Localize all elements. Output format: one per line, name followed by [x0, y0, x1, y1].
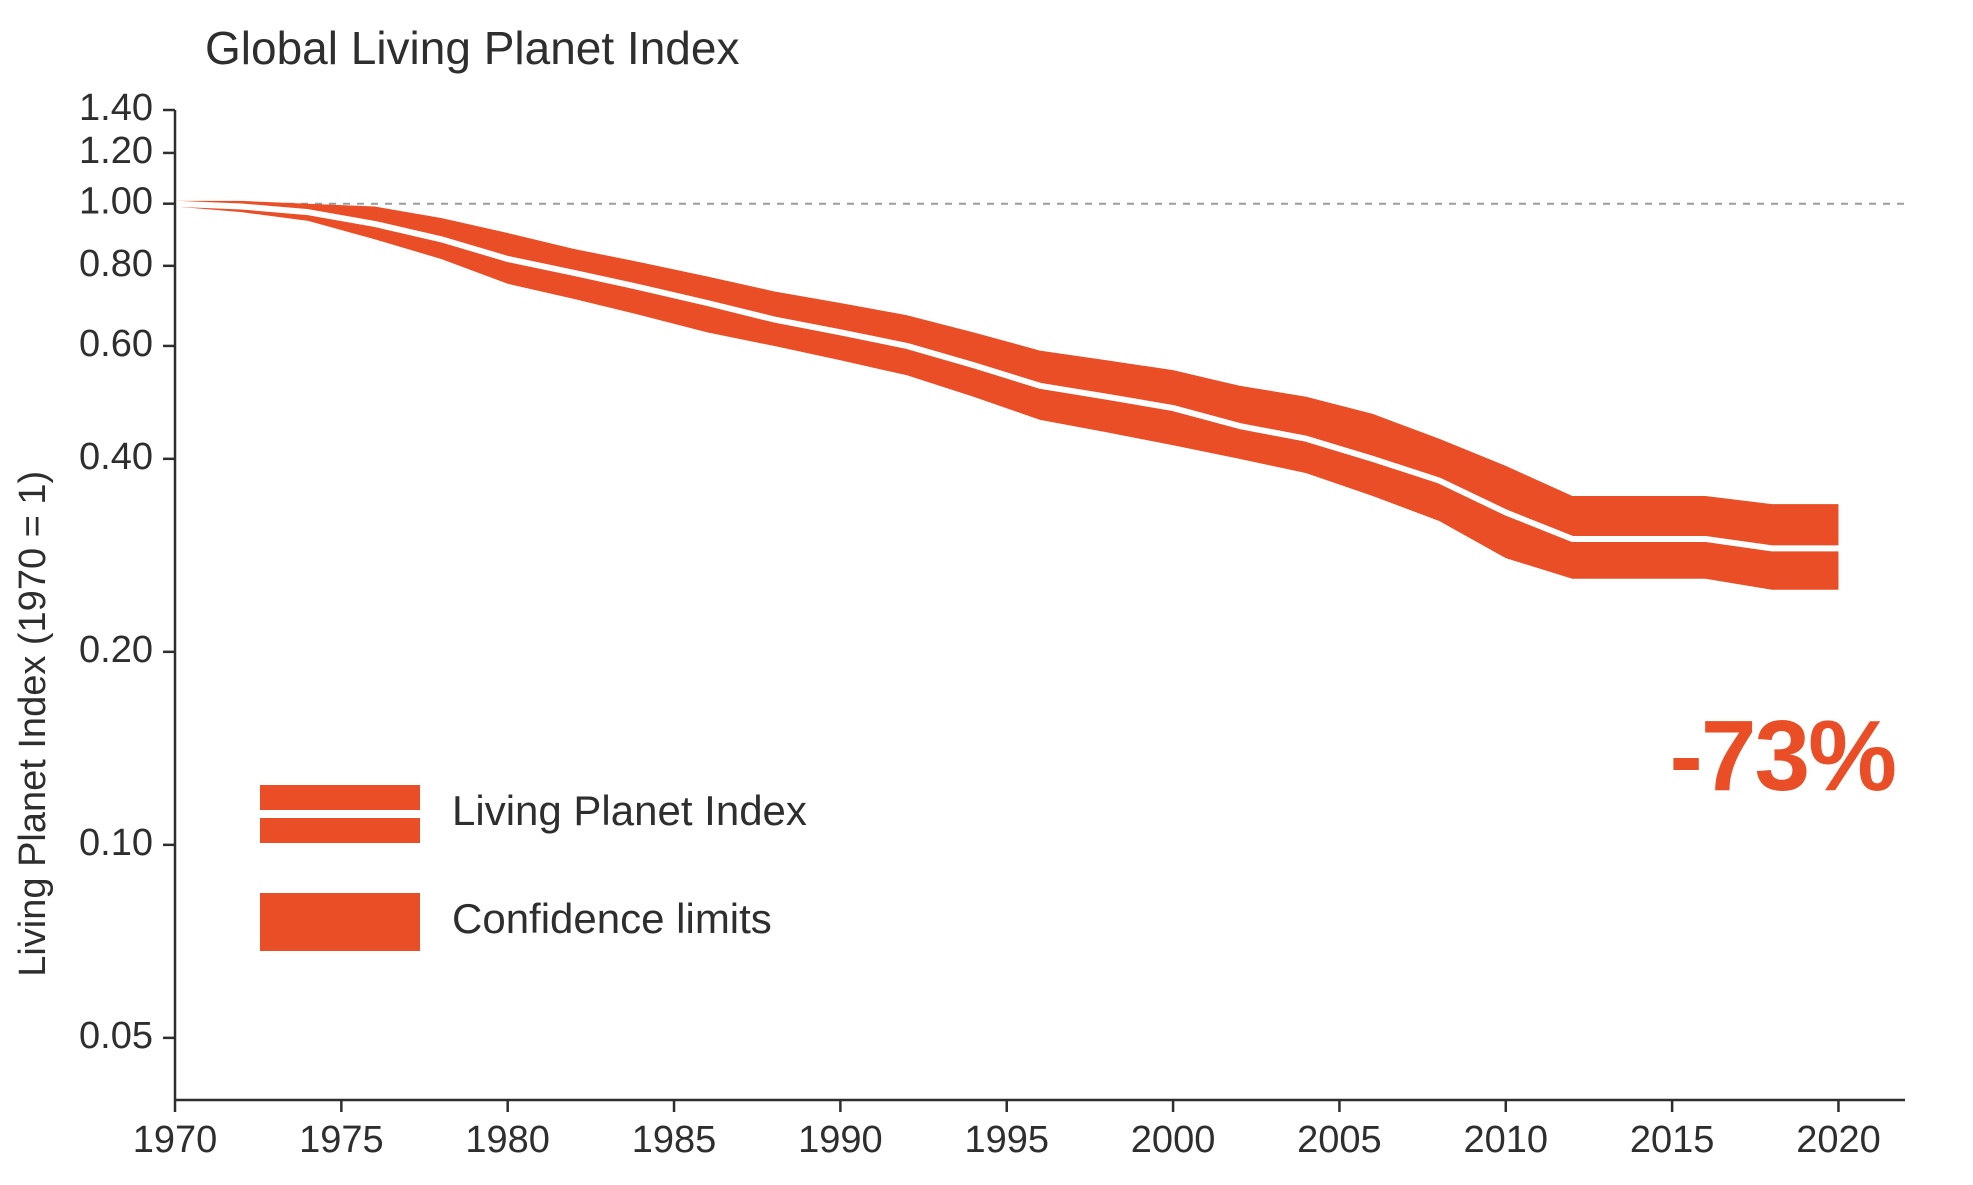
y-tick-label: 0.40: [79, 436, 153, 478]
y-tick-label: 0.10: [79, 822, 153, 864]
chart-bg: [0, 0, 1973, 1185]
x-tick-label: 1970: [133, 1119, 218, 1161]
x-tick-label: 1985: [632, 1119, 717, 1161]
legend-label: Confidence limits: [452, 895, 772, 942]
y-axis-label: Living Planet Index (1970 = 1): [12, 471, 54, 977]
chart-title: Global Living Planet Index: [205, 22, 739, 74]
x-tick-label: 2005: [1297, 1119, 1382, 1161]
x-tick-label: 2015: [1630, 1119, 1715, 1161]
y-tick-label: 1.40: [79, 87, 153, 129]
y-tick-label: 0.05: [79, 1015, 153, 1057]
legend-swatch: [260, 893, 420, 951]
y-tick-label: 1.20: [79, 130, 153, 172]
x-tick-label: 1990: [798, 1119, 883, 1161]
y-tick-label: 0.80: [79, 243, 153, 285]
legend-label: Living Planet Index: [452, 787, 807, 834]
y-tick-label: 1.00: [79, 181, 153, 223]
y-tick-label: 0.60: [79, 323, 153, 365]
x-tick-label: 1995: [964, 1119, 1049, 1161]
chart-container: Global Living Planet Index 0.05 0.10 0.20 0.…: [0, 0, 1973, 1185]
x-tick-label: 1975: [299, 1119, 384, 1161]
x-tick-label: 1980: [465, 1119, 550, 1161]
legend-swatch: [260, 818, 420, 843]
y-tick-label: 0.20: [79, 629, 153, 671]
callout-value: -73%: [1670, 700, 1896, 812]
x-tick-label: 2020: [1796, 1119, 1881, 1161]
x-tick-label: 2000: [1131, 1119, 1216, 1161]
chart-svg: Global Living Planet Index 0.05 0.10 0.20 0.…: [0, 0, 1973, 1185]
x-tick-label: 2010: [1463, 1119, 1548, 1161]
legend-swatch: [260, 785, 420, 810]
